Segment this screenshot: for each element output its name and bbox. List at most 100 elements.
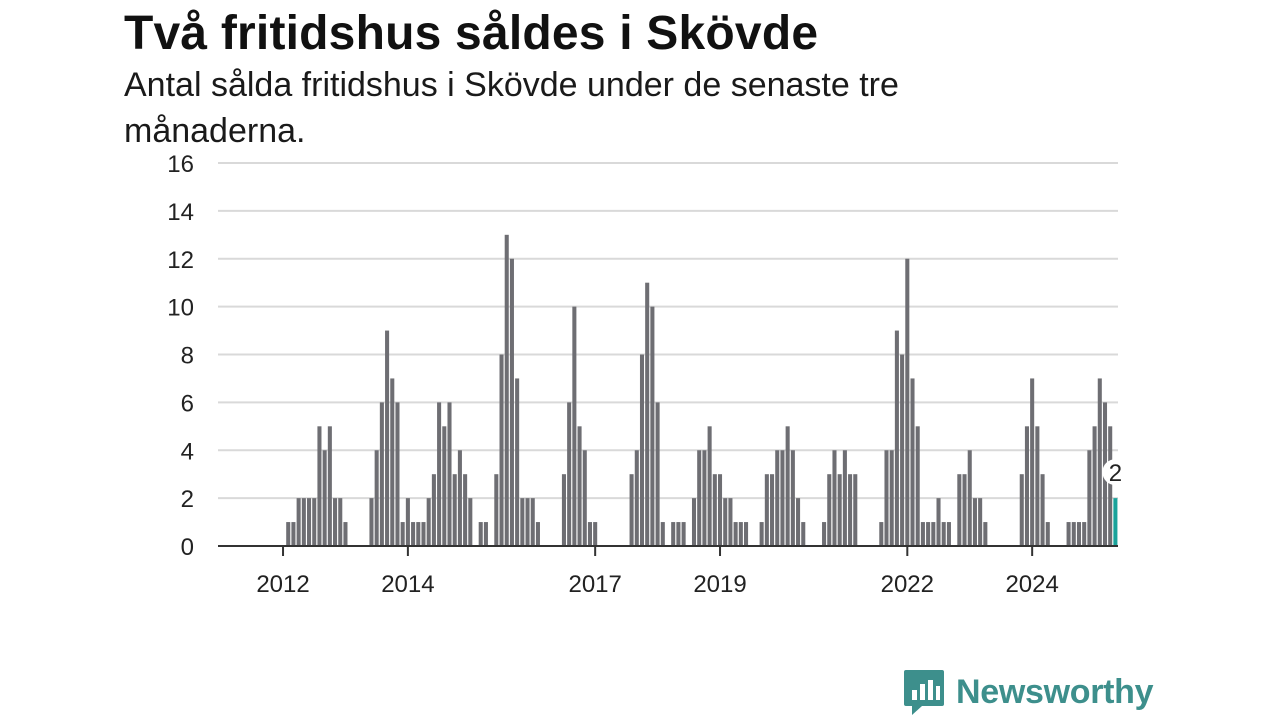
bar (561, 474, 566, 546)
bar (676, 522, 681, 546)
y-tick-label: 2 (181, 486, 194, 513)
bar (1082, 522, 1087, 546)
bar (504, 234, 509, 546)
bar (967, 450, 972, 546)
bar (405, 498, 410, 547)
bar (431, 474, 436, 546)
bar (972, 498, 977, 547)
bar (426, 498, 431, 547)
bar (837, 474, 842, 546)
bar (322, 450, 327, 546)
bar (978, 498, 983, 547)
chart-title: Två fritidshus såldes i Skövde (124, 7, 819, 60)
y-tick-label: 0 (181, 534, 194, 561)
bar (645, 282, 650, 546)
chart-subtitle: Antal sålda fritidshus i Skövde under de… (124, 66, 899, 150)
bar (286, 522, 291, 546)
newsworthy-logo: Newsworthy (902, 668, 1154, 716)
bar (593, 522, 598, 546)
bar (770, 474, 775, 546)
bar (702, 450, 707, 546)
bar (468, 498, 473, 547)
bar (1045, 522, 1050, 546)
bar (660, 522, 665, 546)
x-tick-label: 2022 (881, 571, 934, 598)
bar (790, 450, 795, 546)
bar (296, 498, 301, 547)
bar (530, 498, 535, 547)
bar (520, 498, 525, 547)
bar (915, 426, 920, 546)
bar (463, 474, 468, 546)
bar (910, 378, 915, 546)
x-tick-label: 2017 (568, 571, 621, 598)
y-tick-label: 16 (167, 151, 194, 178)
bar (478, 522, 483, 546)
bar (515, 378, 520, 546)
bar (525, 498, 530, 547)
bar (931, 522, 936, 546)
bar (452, 474, 457, 546)
bar (1066, 522, 1071, 546)
bar (889, 450, 894, 546)
bar (733, 522, 738, 546)
bar (582, 450, 587, 546)
bar (655, 402, 660, 547)
x-tick-label: 2024 (1005, 571, 1058, 598)
bar (738, 522, 743, 546)
bar (379, 402, 384, 547)
bar (1108, 426, 1113, 546)
bar (759, 522, 764, 546)
bar (343, 522, 348, 546)
bar (1076, 522, 1082, 546)
bar (312, 498, 317, 547)
highlight-bar (1113, 498, 1118, 547)
bar (567, 402, 572, 547)
x-tick-label: 2012 (256, 571, 309, 598)
bar (577, 426, 582, 546)
bar (1097, 378, 1102, 546)
bar (1019, 474, 1024, 546)
bar (395, 402, 400, 547)
bar (650, 306, 655, 547)
bar (442, 426, 447, 546)
bar (327, 426, 332, 546)
bar (884, 450, 889, 546)
bar (957, 474, 962, 546)
y-tick-label: 10 (167, 295, 194, 322)
bar (848, 474, 853, 546)
bar (509, 258, 514, 546)
bar (1087, 450, 1092, 546)
bar (499, 354, 504, 546)
bar (572, 306, 577, 547)
bar (1071, 522, 1076, 546)
bar (535, 522, 540, 546)
bar (697, 450, 702, 546)
y-tick-label: 6 (181, 390, 194, 417)
bar (775, 450, 780, 546)
bar (447, 402, 452, 547)
bar-chart-speech-bubble-icon (904, 670, 944, 715)
bar (936, 498, 941, 547)
bar (900, 354, 905, 546)
bar (1035, 426, 1040, 546)
bar (411, 522, 416, 546)
bar (421, 522, 426, 546)
bar (905, 258, 910, 546)
bar (374, 450, 379, 546)
bar (1040, 474, 1045, 546)
bar (764, 474, 769, 546)
bar (483, 522, 488, 546)
y-tick-label: 12 (167, 247, 194, 274)
bar (920, 522, 925, 546)
bar (671, 522, 676, 546)
bar (712, 474, 717, 546)
bar (587, 522, 592, 546)
x-tick-label: 2014 (381, 571, 434, 598)
bar (385, 330, 390, 546)
bar (457, 450, 462, 546)
bar (681, 522, 686, 546)
bar (780, 450, 785, 546)
bar (962, 474, 967, 546)
bar (894, 330, 899, 546)
